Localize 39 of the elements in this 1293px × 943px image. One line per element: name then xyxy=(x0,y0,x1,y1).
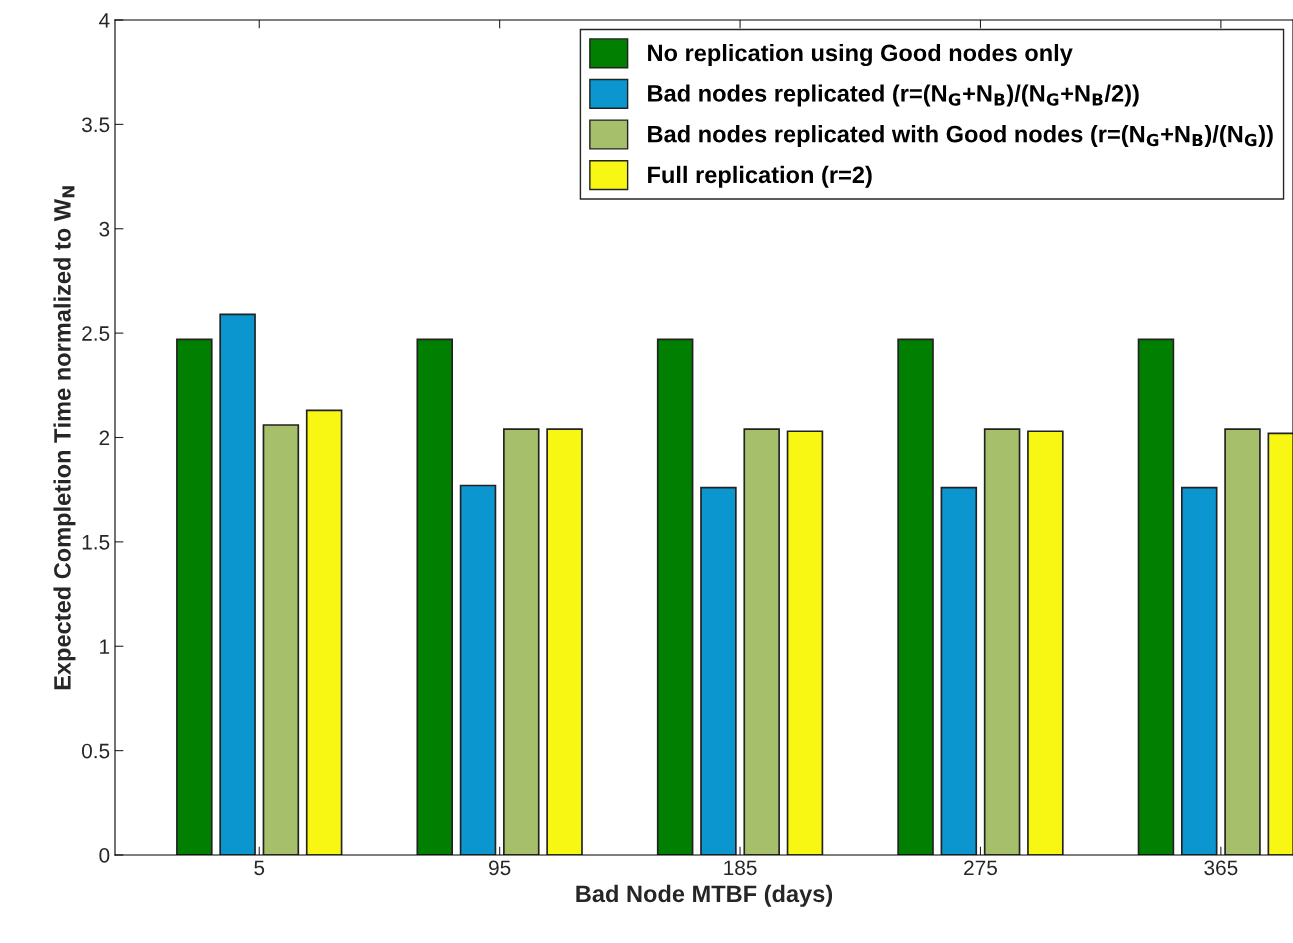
y-tick-label: 3 xyxy=(99,221,110,237)
bar xyxy=(176,338,213,855)
legend-label: No replication using Good nodes only xyxy=(648,43,1073,67)
legend-label: Bad nodes replicated with Good nodes (r=(N$_{G}$+N$_{B}$)/(N$_{G}$)) xyxy=(648,125,1273,148)
bar xyxy=(459,484,497,855)
bar xyxy=(1180,486,1218,855)
y-tick-label: 3.5 xyxy=(81,117,110,133)
bar xyxy=(503,428,540,855)
y-axis-title: Expected Completion Time normalized to W$_{N}$ xyxy=(53,186,76,690)
x-tick-label: 365 xyxy=(1204,860,1238,876)
x-tick-label: 275 xyxy=(964,860,997,876)
bar xyxy=(743,428,780,855)
x-tick-label: 185 xyxy=(724,860,757,876)
y-tick-label: 2 xyxy=(99,430,110,446)
y-tick-label: 2.5 xyxy=(82,326,110,341)
bar xyxy=(940,486,978,855)
x-tick-label: 5 xyxy=(254,860,265,876)
bar xyxy=(305,409,343,855)
y-tick-label: 4 xyxy=(99,13,110,28)
y-tick-label: 0 xyxy=(99,848,110,863)
bar xyxy=(219,313,256,855)
bar xyxy=(546,428,583,855)
bar xyxy=(1224,428,1261,855)
bar xyxy=(1027,430,1064,855)
text: Bad nodes replicated (r=(N$_{G}$+N$_{B}$)/(N$_{G}$+N$_{B}$/2)) xyxy=(648,84,1139,107)
bar xyxy=(983,428,1021,855)
x-tick-label: 95 xyxy=(489,860,511,876)
bar xyxy=(1137,338,1175,855)
bar xyxy=(656,338,694,855)
bar xyxy=(786,430,824,855)
bar xyxy=(416,338,454,855)
x-axis-title: Bad Node MTBF (days) xyxy=(576,884,833,907)
bar xyxy=(262,424,300,855)
legend-label: Full replication (r=2) xyxy=(648,165,872,188)
y-tick-label: 1.5 xyxy=(82,535,110,550)
y-tick-label: 1 xyxy=(100,639,110,654)
bar xyxy=(897,338,934,855)
bar xyxy=(700,486,737,855)
y-tick-label: 0.5 xyxy=(81,743,110,759)
